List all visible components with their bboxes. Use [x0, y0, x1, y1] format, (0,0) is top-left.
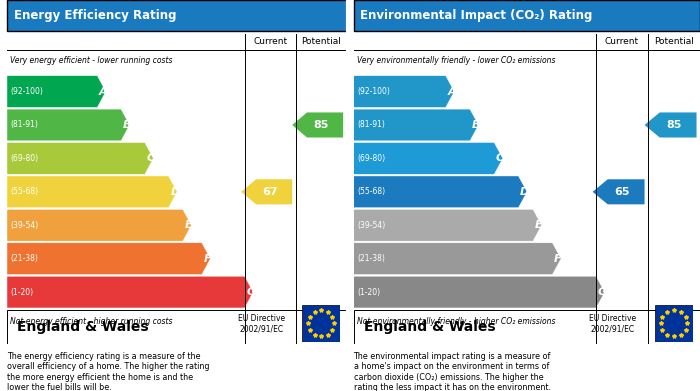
Polygon shape	[354, 109, 479, 141]
Text: G: G	[598, 287, 607, 297]
Text: (1-20): (1-20)	[10, 288, 34, 297]
Text: F: F	[204, 254, 211, 264]
Polygon shape	[645, 113, 696, 138]
Polygon shape	[241, 179, 292, 204]
Text: (55-68): (55-68)	[10, 187, 38, 196]
Text: (92-100): (92-100)	[357, 87, 390, 96]
Text: England & Wales: England & Wales	[364, 320, 496, 334]
Text: D: D	[520, 187, 529, 197]
Text: 85: 85	[666, 120, 682, 130]
Polygon shape	[7, 276, 253, 308]
Text: A: A	[447, 86, 456, 97]
Text: (69-80): (69-80)	[10, 154, 38, 163]
Polygon shape	[354, 76, 454, 108]
Polygon shape	[7, 143, 153, 174]
Polygon shape	[7, 210, 191, 241]
Text: Potential: Potential	[301, 37, 341, 46]
FancyBboxPatch shape	[354, 0, 700, 31]
Text: (39-54): (39-54)	[10, 221, 38, 230]
Text: E: E	[535, 220, 542, 230]
Text: (92-100): (92-100)	[10, 87, 43, 96]
Polygon shape	[354, 176, 527, 208]
Text: E: E	[185, 220, 193, 230]
Polygon shape	[354, 210, 542, 241]
Text: (39-54): (39-54)	[357, 221, 385, 230]
Text: The energy efficiency rating is a measure of the
overall efficiency of a home. T: The energy efficiency rating is a measur…	[7, 352, 209, 391]
Text: F: F	[554, 254, 561, 264]
Text: C: C	[146, 153, 155, 163]
Text: Very energy efficient - lower running costs: Very energy efficient - lower running co…	[10, 56, 173, 65]
Polygon shape	[7, 109, 130, 141]
Text: Not energy efficient - higher running costs: Not energy efficient - higher running co…	[10, 317, 173, 326]
Text: A: A	[99, 86, 108, 97]
Text: Not environmentally friendly - higher CO₂ emissions: Not environmentally friendly - higher CO…	[357, 317, 556, 326]
Bar	[354, 310, 700, 344]
Text: (1-20): (1-20)	[357, 288, 380, 297]
Text: B: B	[122, 120, 132, 130]
Polygon shape	[7, 243, 211, 274]
Polygon shape	[354, 243, 561, 274]
Text: 85: 85	[314, 120, 329, 130]
Polygon shape	[593, 179, 645, 204]
Bar	[7, 310, 346, 344]
Text: G: G	[246, 287, 256, 297]
Polygon shape	[354, 276, 605, 308]
Text: Current: Current	[253, 37, 287, 46]
Text: (81-91): (81-91)	[10, 120, 38, 129]
Text: Potential: Potential	[654, 37, 694, 46]
Polygon shape	[354, 143, 503, 174]
Text: D: D	[170, 187, 179, 197]
Text: (21-38): (21-38)	[10, 254, 38, 263]
Text: The environmental impact rating is a measure of
a home's impact on the environme: The environmental impact rating is a mea…	[354, 352, 551, 391]
Text: Energy Efficiency Rating: Energy Efficiency Rating	[14, 9, 176, 22]
Text: Very environmentally friendly - lower CO₂ emissions: Very environmentally friendly - lower CO…	[357, 56, 556, 65]
Polygon shape	[7, 76, 106, 108]
FancyBboxPatch shape	[7, 0, 346, 31]
Text: 67: 67	[262, 187, 278, 197]
Text: C: C	[496, 153, 504, 163]
Text: EU Directive
2002/91/EC: EU Directive 2002/91/EC	[589, 314, 636, 333]
Text: Current: Current	[605, 37, 639, 46]
Text: B: B	[472, 120, 480, 130]
Text: Environmental Impact (CO₂) Rating: Environmental Impact (CO₂) Rating	[360, 9, 593, 22]
Text: England & Wales: England & Wales	[18, 320, 149, 334]
Polygon shape	[292, 113, 343, 138]
Text: (69-80): (69-80)	[357, 154, 385, 163]
Text: EU Directive
2002/91/EC: EU Directive 2002/91/EC	[238, 314, 285, 333]
Text: (21-38): (21-38)	[357, 254, 385, 263]
Text: (55-68): (55-68)	[357, 187, 385, 196]
Text: 65: 65	[615, 187, 630, 197]
Polygon shape	[7, 176, 177, 208]
Text: (81-91): (81-91)	[357, 120, 385, 129]
